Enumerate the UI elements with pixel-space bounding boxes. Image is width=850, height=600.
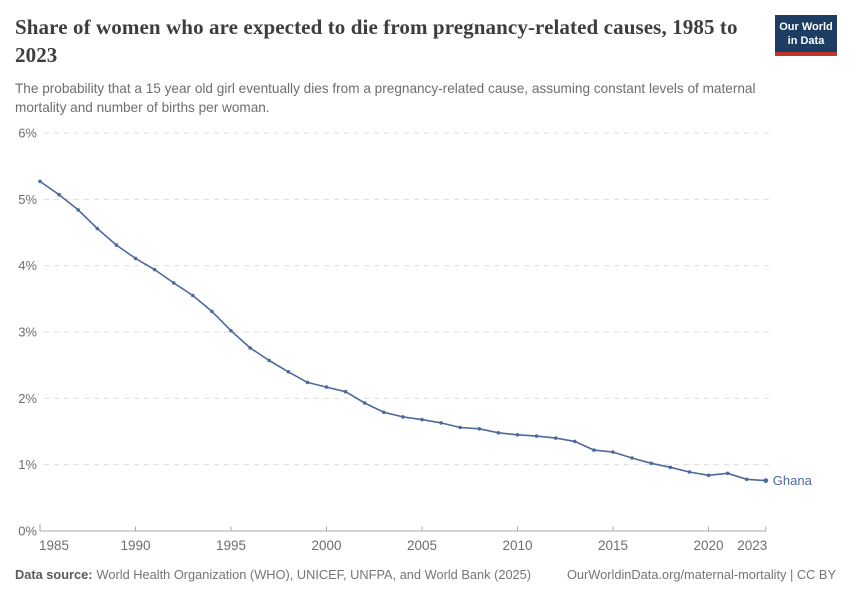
- x-axis-tick-label: 2015: [598, 538, 628, 553]
- x-axis-tick-label: 1985: [39, 538, 69, 553]
- data-point[interactable]: [477, 427, 482, 431]
- data-point[interactable]: [401, 415, 405, 419]
- ghana-series-line[interactable]: [39, 180, 767, 482]
- y-axis-tick-label: 6%: [18, 126, 37, 141]
- data-point[interactable]: [152, 267, 157, 272]
- data-point[interactable]: [649, 461, 653, 466]
- chart-footer: Data source: World Health Organization (W…: [15, 567, 836, 582]
- x-axis-tick-label: 2010: [502, 538, 532, 553]
- data-point[interactable]: [324, 385, 329, 389]
- data-source-note: Data source: World Health Organization (W…: [15, 567, 531, 582]
- y-axis-tick-label: 5%: [18, 192, 37, 207]
- data-source-text: World Health Organization (WHO), UNICEF,…: [96, 567, 532, 582]
- x-axis-tick-label: 1995: [216, 538, 246, 553]
- data-point[interactable]: [57, 192, 61, 197]
- chart-subtitle: The probability that a 15 year old girl …: [15, 80, 756, 116]
- data-point[interactable]: [286, 370, 291, 374]
- y-axis-tick-label: 4%: [18, 258, 37, 273]
- data-source-label: Data source:: [15, 567, 93, 582]
- data-point[interactable]: [420, 417, 424, 422]
- data-point[interactable]: [191, 293, 195, 298]
- data-point[interactable]: [458, 425, 463, 430]
- data-point[interactable]: [668, 465, 673, 470]
- owid-logo[interactable]: Our World in Data: [775, 15, 837, 57]
- y-axis-tick-label: 2%: [18, 391, 37, 406]
- y-axis-tick-label: 0%: [18, 524, 37, 539]
- x-axis-tick-label: 1990: [120, 538, 150, 553]
- chart-header: Share of women who are expected to die f…: [15, 13, 787, 118]
- data-point[interactable]: [305, 380, 310, 385]
- series-end-label[interactable]: Ghana: [773, 473, 813, 488]
- data-point[interactable]: [95, 226, 100, 231]
- data-point[interactable]: [725, 471, 730, 476]
- data-point[interactable]: [267, 358, 272, 363]
- y-axis-tick-label: 3%: [18, 325, 37, 340]
- data-point[interactable]: [343, 389, 348, 394]
- data-point[interactable]: [248, 346, 252, 350]
- data-point[interactable]: [133, 256, 138, 261]
- data-point[interactable]: [592, 448, 596, 452]
- logo-line1: Our World: [779, 21, 833, 33]
- data-point[interactable]: [382, 410, 386, 415]
- data-point[interactable]: [553, 436, 558, 440]
- x-axis-tick-label: 2005: [407, 538, 437, 553]
- data-point[interactable]: [630, 456, 634, 460]
- data-point[interactable]: [744, 477, 749, 482]
- data-point[interactable]: [573, 439, 577, 444]
- data-point[interactable]: [38, 179, 42, 184]
- data-point[interactable]: [706, 473, 711, 478]
- x-axis-tick-label: 2023: [737, 538, 767, 553]
- logo-line2: in Data: [787, 35, 825, 48]
- data-point[interactable]: [114, 243, 119, 247]
- data-point[interactable]: [496, 431, 501, 435]
- data-point[interactable]: [534, 434, 539, 438]
- data-point[interactable]: [362, 401, 367, 405]
- chart-title: Share of women who are expected to die f…: [15, 15, 738, 68]
- y-axis-tick-label: 1%: [18, 457, 37, 472]
- x-axis-tick-label: 2020: [693, 538, 723, 553]
- data-point[interactable]: [763, 478, 769, 483]
- data-point[interactable]: [229, 328, 233, 333]
- data-point[interactable]: [76, 208, 80, 212]
- data-point[interactable]: [439, 421, 443, 425]
- data-point[interactable]: [515, 433, 520, 437]
- data-point[interactable]: [210, 309, 214, 314]
- data-point[interactable]: [611, 450, 615, 454]
- x-axis-tick-label: 2000: [311, 538, 341, 553]
- owid-citation-link[interactable]: OurWorldinData.org/maternal-mortality | …: [566, 567, 836, 582]
- data-point[interactable]: [171, 281, 176, 285]
- data-point[interactable]: [687, 470, 692, 474]
